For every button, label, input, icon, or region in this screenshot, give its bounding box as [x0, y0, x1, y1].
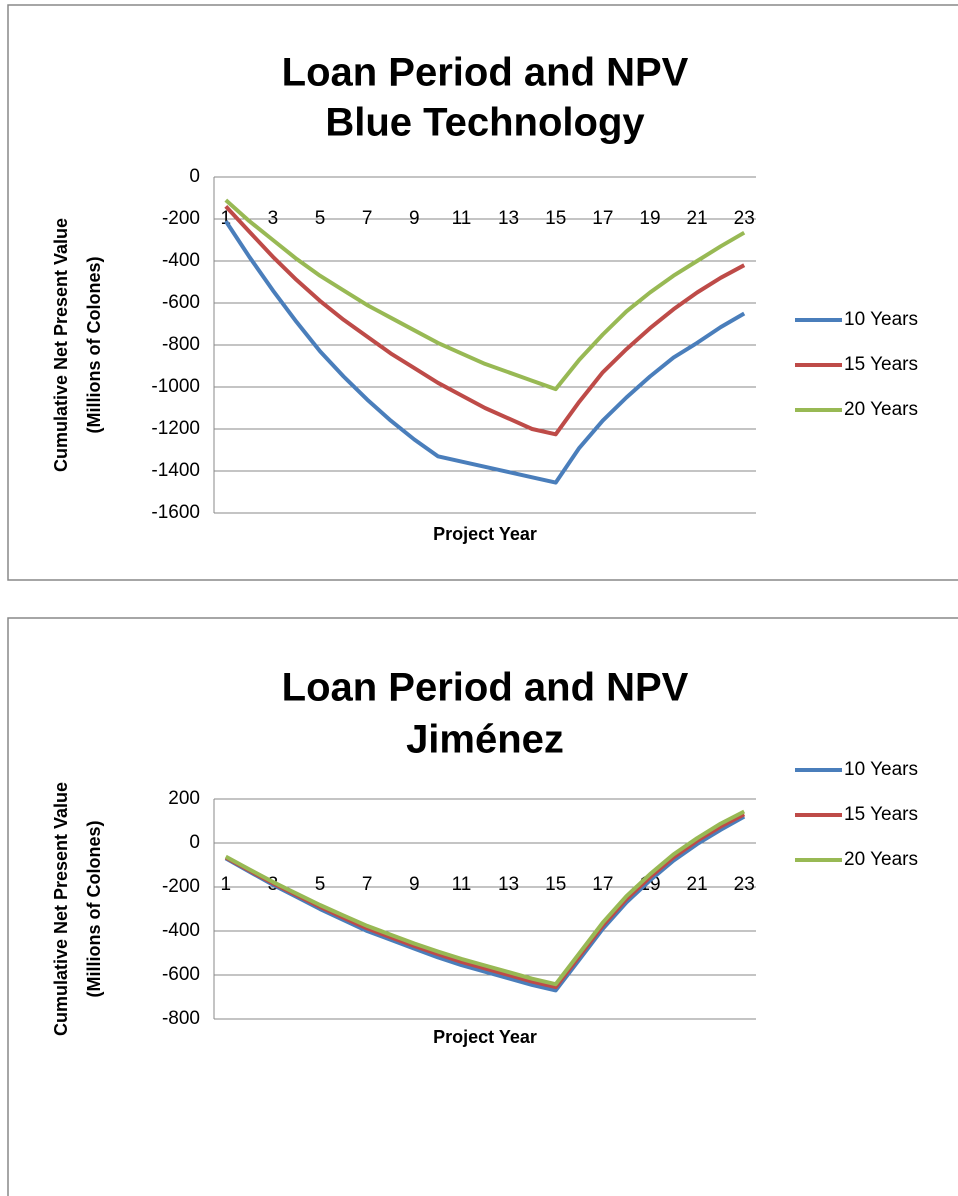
- y-tick-label: 0: [189, 166, 200, 187]
- y-tick-label: -600: [162, 964, 200, 985]
- y-tick-label: -800: [162, 1008, 200, 1029]
- y-tick-label: -1400: [151, 460, 200, 481]
- legend-label: 15 Years: [844, 804, 918, 825]
- legend-label: 10 Years: [844, 309, 918, 330]
- x-tick-label: 13: [498, 874, 519, 895]
- y-tick-label: -600: [162, 292, 200, 313]
- y-axis-title: (Millions of Colones): [84, 821, 104, 998]
- legend-label: 10 Years: [844, 759, 918, 780]
- y-tick-label: -1000: [151, 376, 200, 397]
- x-tick-label: 3: [268, 208, 279, 229]
- x-tick-label: 11: [452, 874, 472, 895]
- legend-label: 15 Years: [844, 354, 918, 375]
- x-tick-label: 23: [734, 208, 755, 229]
- x-tick-label: 17: [592, 874, 613, 895]
- x-tick-label: 9: [409, 874, 420, 895]
- x-tick-label: 21: [687, 874, 708, 895]
- x-tick-label: 7: [362, 874, 373, 895]
- line-series: [224, 198, 746, 392]
- y-tick-label: 0: [189, 832, 200, 853]
- x-axis-title: Project Year: [433, 524, 537, 544]
- y-axis-title: Cumulative Net Present Value: [51, 782, 71, 1036]
- legend-label: 20 Years: [844, 849, 918, 870]
- y-tick-label: -200: [162, 876, 200, 897]
- x-tick-label: 5: [315, 874, 326, 895]
- y-tick-label: -1600: [151, 502, 200, 523]
- line-series: [224, 205, 746, 437]
- y-tick-label: -800: [162, 334, 200, 355]
- chart-frame: [7, 4, 958, 581]
- y-tick-label: -400: [162, 250, 200, 271]
- y-tick-label: -1200: [151, 418, 200, 439]
- x-tick-label: 23: [734, 874, 755, 895]
- x-tick-label: 1: [220, 874, 231, 895]
- y-tick-label: 200: [168, 788, 200, 809]
- line-series: [224, 812, 746, 990]
- chart-title: Loan Period and NPV: [282, 51, 689, 95]
- y-axis-title: Cumulative Net Present Value: [51, 218, 71, 472]
- chart-subtitle: Jiménez: [406, 718, 564, 762]
- x-tick-label: 13: [498, 208, 519, 229]
- x-tick-label: 19: [639, 208, 660, 229]
- x-tick-label: 15: [545, 874, 566, 895]
- x-tick-label: 15: [545, 208, 566, 229]
- x-tick-label: 11: [452, 208, 472, 229]
- legend-label: 20 Years: [844, 399, 918, 420]
- x-tick-label: 5: [315, 208, 326, 229]
- x-axis-title: Project Year: [433, 1027, 537, 1047]
- x-tick-label: 21: [687, 208, 708, 229]
- chart-subtitle: Blue Technology: [325, 101, 645, 145]
- x-tick-label: 1: [220, 208, 231, 229]
- x-tick-label: 7: [362, 208, 373, 229]
- x-tick-label: 17: [592, 208, 613, 229]
- x-tick-label: 9: [409, 208, 420, 229]
- line-series: [224, 809, 746, 987]
- y-tick-label: -400: [162, 920, 200, 941]
- chart-title: Loan Period and NPV: [282, 666, 689, 710]
- line-series: [224, 220, 746, 485]
- y-axis-title: (Millions of Colones): [84, 257, 104, 434]
- chart-frame: [7, 617, 958, 1196]
- y-tick-label: -200: [162, 208, 200, 229]
